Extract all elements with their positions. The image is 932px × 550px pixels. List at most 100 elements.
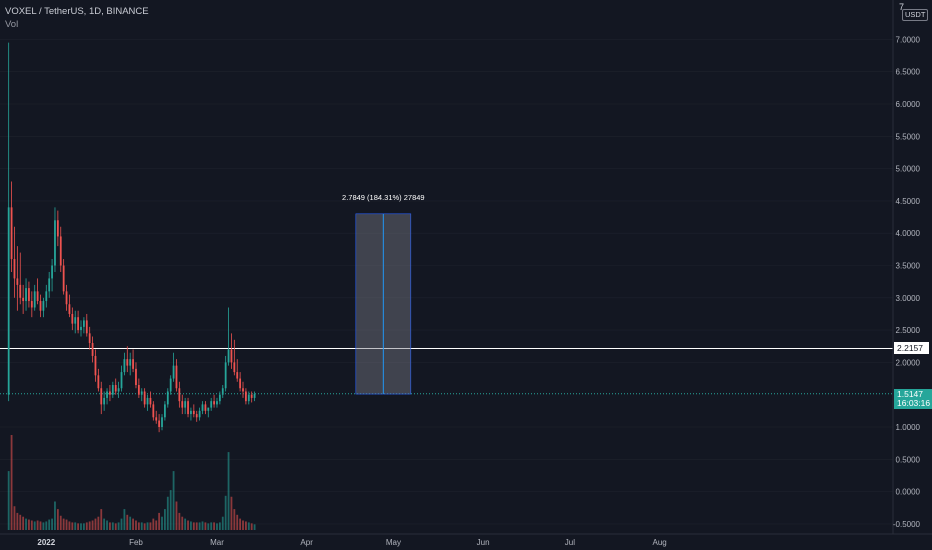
candle-body	[253, 394, 256, 398]
settings-icon[interactable]: 7	[899, 2, 905, 12]
candle-body	[65, 291, 68, 305]
volume-bar	[210, 522, 213, 530]
volume-bar	[164, 509, 166, 530]
volume-bar	[247, 522, 250, 530]
bar-countdown: 16:03:16	[897, 398, 931, 408]
volume-bar	[123, 509, 126, 530]
price-tick-label: 0.0000	[896, 488, 921, 497]
candle-body	[242, 388, 244, 392]
volume-bar	[204, 522, 207, 530]
candle-body	[227, 349, 230, 363]
candle-body	[198, 410, 201, 418]
price-tick-label: -0.5000	[893, 520, 921, 529]
volume-bar	[42, 522, 45, 530]
volume-bar	[30, 520, 33, 530]
volume-bar	[106, 520, 108, 530]
candle-body	[245, 391, 247, 402]
candle-body	[195, 414, 198, 418]
volume-bar	[120, 518, 123, 530]
candle-body	[71, 313, 74, 324]
volume-bar	[140, 522, 143, 530]
volume-bar	[114, 523, 117, 530]
volume-bar	[109, 522, 111, 530]
price-tick-label: 3.5000	[896, 262, 921, 271]
symbol-title[interactable]: VOXEL / TetherUS, 1D, BINANCE	[5, 6, 149, 17]
candle-body	[19, 284, 22, 298]
price-tick-label: 5.0000	[896, 165, 921, 174]
candle-body	[172, 365, 175, 379]
candle-body	[120, 372, 123, 389]
volume-bar	[25, 518, 27, 530]
volume-bar	[239, 518, 242, 530]
volume-bar	[103, 518, 106, 530]
volume-bar	[146, 522, 149, 530]
price-axis[interactable]: 7.0000 6.5000 6.0000 5.5000 5.0000 4.5000 4.00…	[893, 35, 921, 529]
candle-body	[129, 359, 132, 366]
time-axis[interactable]: 2022 Feb Mar Apr May Jun Jul Aug	[37, 538, 666, 547]
volume-bar	[54, 501, 56, 530]
candle-body	[210, 401, 213, 408]
candle-body	[7, 207, 10, 395]
volume-label[interactable]: Vol	[5, 19, 19, 30]
measure-label: 2.7849 (184.31%) 27849	[342, 193, 425, 202]
volume-bar	[224, 495, 227, 530]
candle-body	[59, 236, 62, 266]
candle-body	[184, 401, 187, 408]
candle-body	[62, 265, 65, 292]
candle-body	[233, 362, 236, 373]
time-tick-label: Aug	[652, 538, 666, 547]
volume-bar	[33, 521, 36, 530]
volume-bar	[65, 519, 68, 530]
candle-body	[146, 397, 149, 405]
volume-bar	[195, 522, 198, 530]
volume-bar	[213, 522, 215, 530]
candle-body	[158, 420, 161, 427]
candle-body	[97, 375, 100, 389]
candle-body	[22, 297, 25, 302]
candle-body	[56, 220, 59, 237]
chart-grid	[0, 39, 893, 525]
candle-body	[77, 317, 80, 331]
volume-bar	[51, 518, 53, 530]
candle-body	[221, 388, 224, 395]
candle-body	[140, 391, 143, 395]
candle-body	[190, 410, 192, 415]
price-tick-label: 7.0000	[896, 35, 921, 44]
volume-bar	[28, 519, 30, 530]
candle-body	[155, 417, 158, 421]
volume-bar	[181, 516, 184, 530]
volume-bar	[82, 523, 85, 530]
candle-body	[166, 391, 169, 405]
volume-bar	[152, 518, 155, 530]
time-tick-label: Mar	[210, 538, 224, 547]
volume-bar	[22, 516, 25, 530]
candle-body	[152, 404, 155, 418]
price-tick-label: 5.5000	[896, 132, 921, 141]
volume-bar	[74, 522, 77, 530]
candle-body	[103, 397, 106, 405]
volume-bar	[135, 520, 137, 530]
time-tick-label: Feb	[129, 538, 143, 547]
price-tick-label: 6.0000	[896, 100, 921, 109]
currency-badge[interactable]: USDT	[902, 9, 929, 21]
price-tick-label: 1.0000	[896, 423, 921, 432]
volume-bar	[187, 520, 189, 530]
volume-bar	[166, 496, 169, 530]
price-tick-label: 0.5000	[896, 455, 921, 464]
volume-bar	[56, 509, 59, 530]
volume-bar	[97, 516, 100, 530]
candle-body	[94, 355, 97, 376]
candle-body	[45, 291, 48, 302]
candle-body	[91, 343, 94, 356]
volume-bar	[117, 522, 120, 530]
candle-body	[117, 388, 120, 392]
candle-body	[16, 278, 19, 285]
candle-body	[126, 359, 129, 366]
time-tick-label: 2022	[37, 538, 55, 547]
volume-bar	[253, 524, 256, 530]
measure-tool[interactable]: 2.7849 (184.31%) 27849	[342, 193, 425, 395]
horizontal-line-price-tag: 2.2157	[894, 342, 929, 354]
volume-bar	[149, 522, 152, 530]
volume-bar	[71, 522, 74, 530]
